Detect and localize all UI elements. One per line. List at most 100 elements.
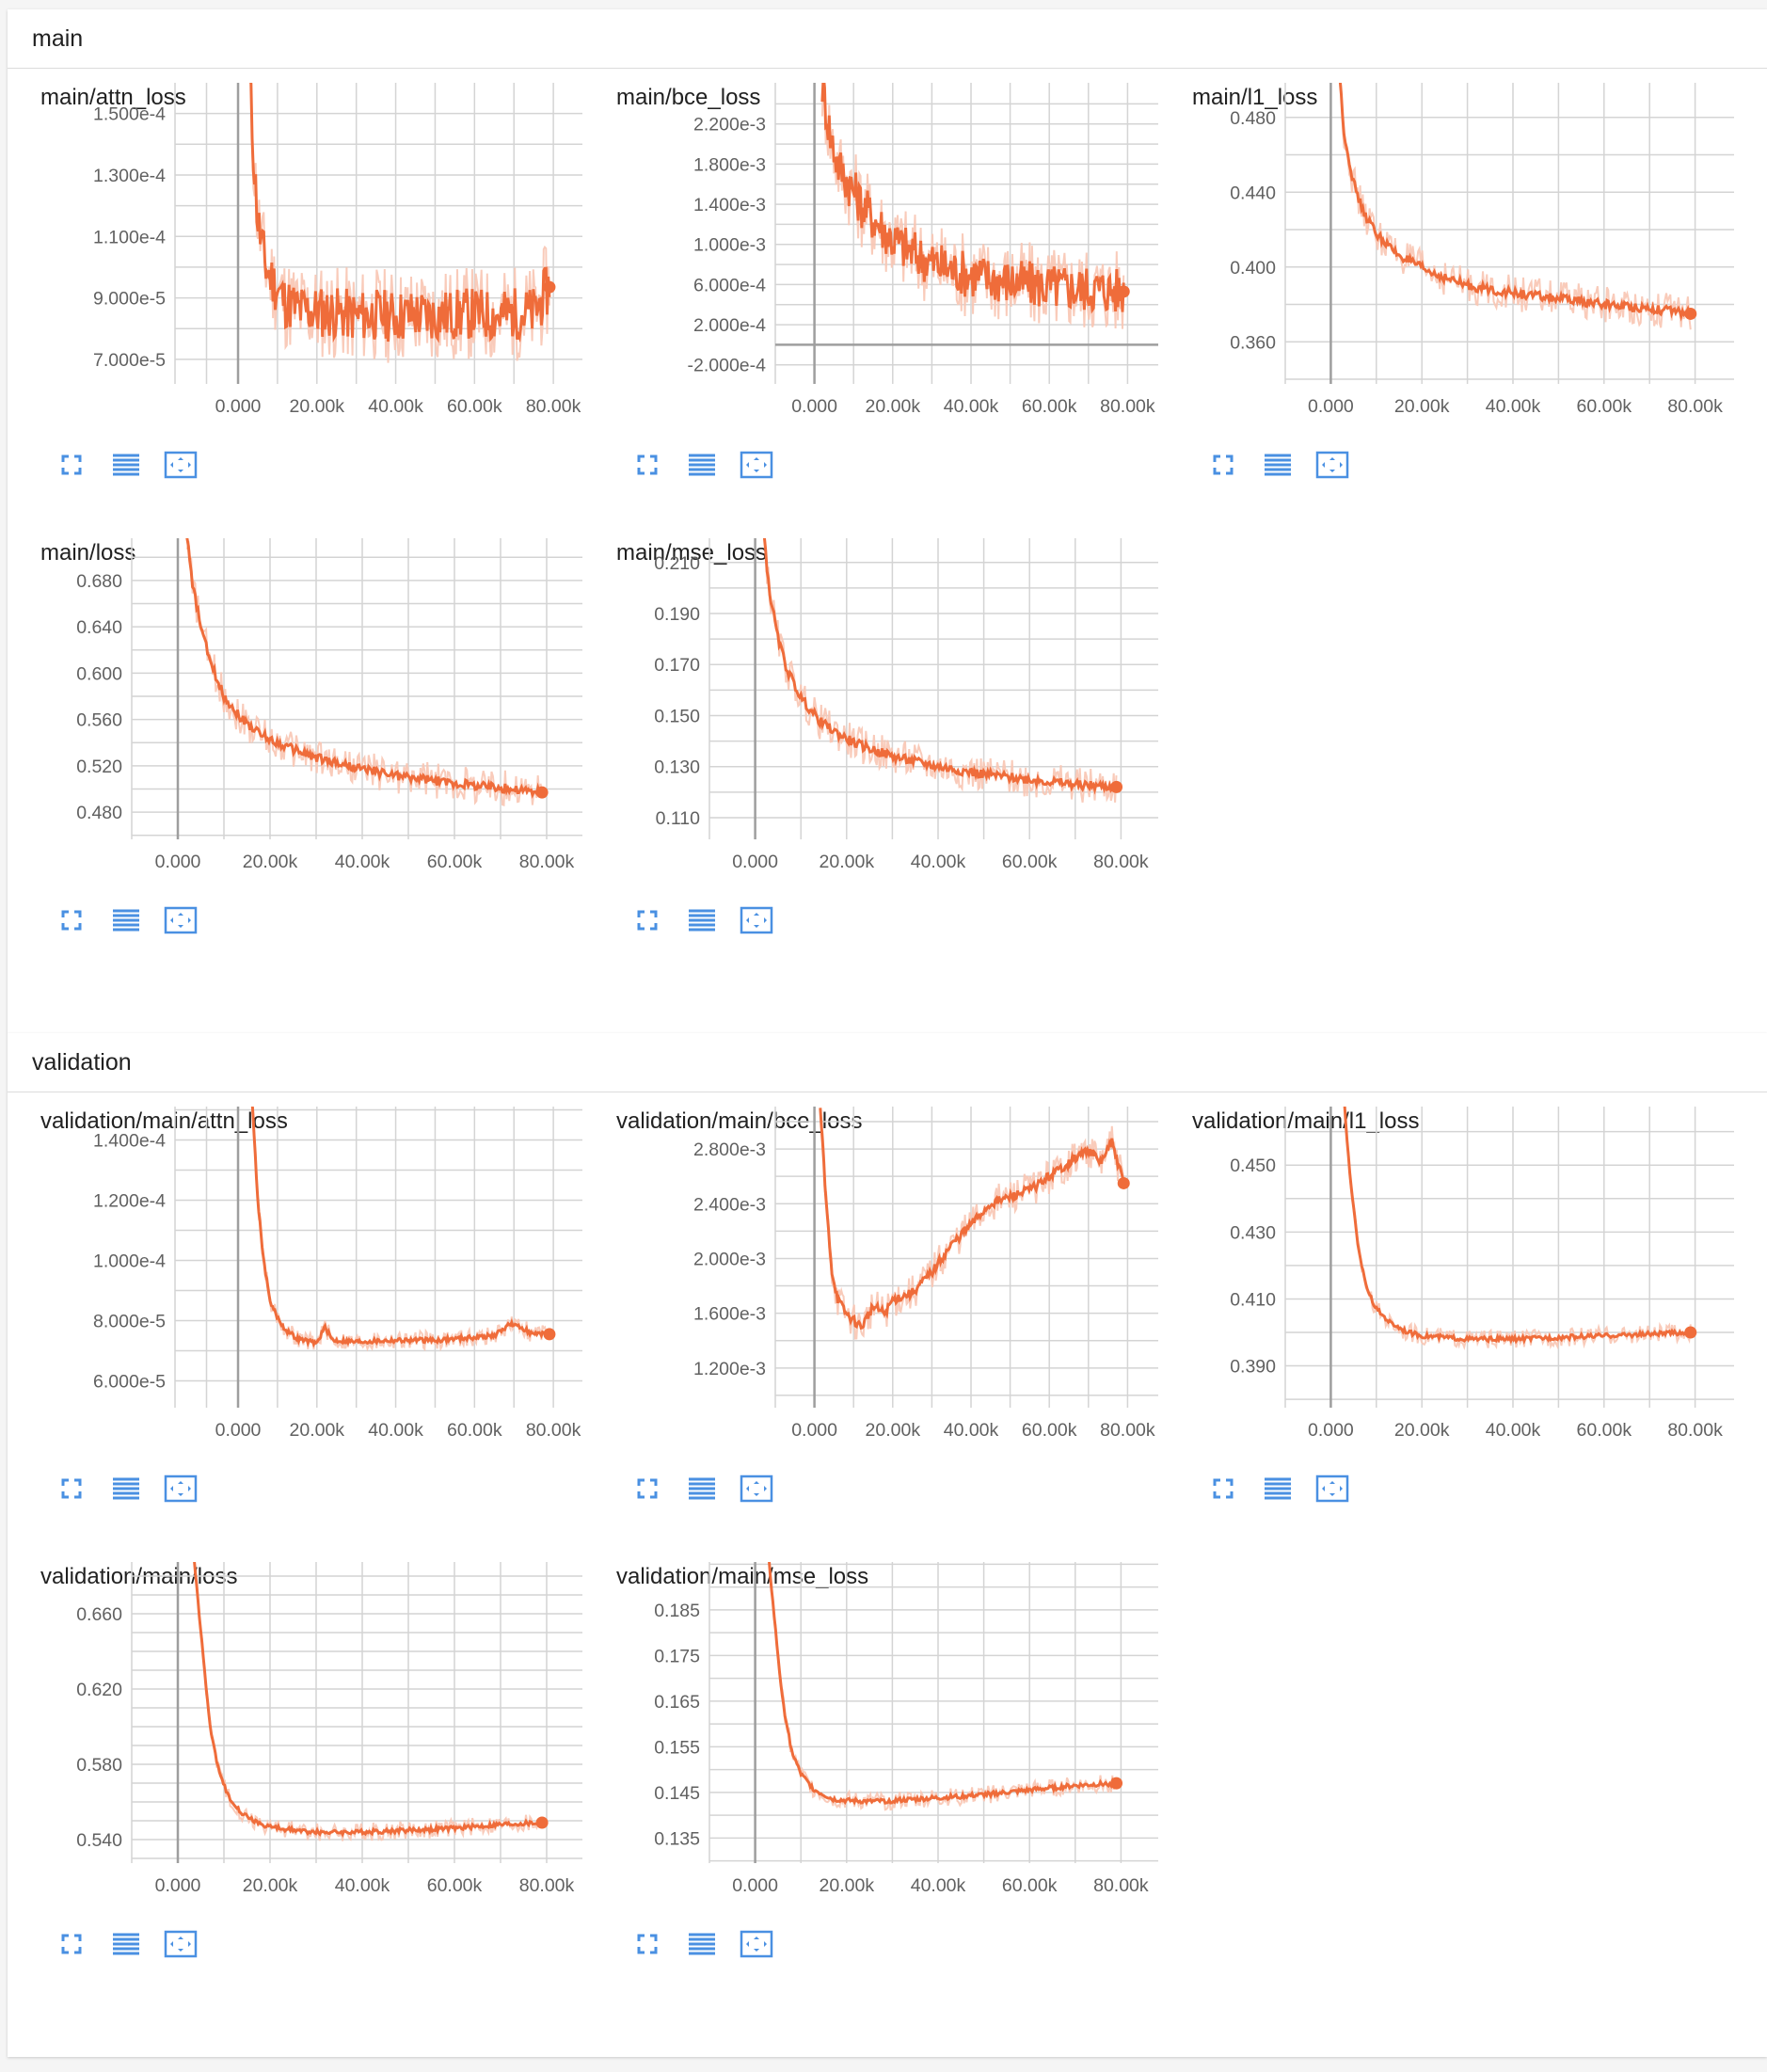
- x-tick-label: 60.00k: [427, 852, 483, 872]
- list-button[interactable]: [683, 1925, 721, 1963]
- x-tick-label: 0.000: [215, 1420, 262, 1441]
- chart-card: main/mse_loss 0.110 0.130 0.150 0.170 0.190 0.…: [583, 523, 1158, 975]
- list-button[interactable]: [107, 1470, 145, 1507]
- fullscreen-icon: [61, 454, 82, 475]
- fit-domain-icon: [1315, 451, 1349, 479]
- section-title: validation: [32, 1049, 132, 1076]
- chart-card: main/loss 0.480 0.520 0.560 0.600 0.640 0.680 0…: [8, 523, 582, 975]
- fit-domain-icon: [164, 1474, 198, 1503]
- series-smoothed-line: [768, 1562, 1117, 1806]
- list-icon: [113, 454, 139, 476]
- x-tick-label: 20.00k: [1394, 1420, 1450, 1441]
- fullscreen-button[interactable]: [1204, 1470, 1242, 1507]
- section-header-main[interactable]: main: [8, 9, 1767, 69]
- fullscreen-icon: [637, 1478, 658, 1499]
- fit-domain-button[interactable]: [738, 1470, 775, 1507]
- section-header-validation[interactable]: validation: [8, 1033, 1767, 1092]
- fit-domain-button[interactable]: [738, 1925, 775, 1963]
- y-tick-label: 2.400e-3: [693, 1194, 766, 1215]
- x-tick-label: 20.00k: [290, 1420, 345, 1441]
- fullscreen-button[interactable]: [53, 1925, 90, 1963]
- list-button[interactable]: [683, 446, 721, 484]
- x-tick-label: 0.000: [732, 1875, 778, 1896]
- x-tick-label: 40.00k: [944, 1420, 999, 1441]
- fit-domain-button[interactable]: [162, 901, 199, 939]
- y-tick-label: 0.540: [76, 1830, 122, 1851]
- y-tick-label: 0.145: [654, 1783, 700, 1804]
- y-tick-label: 1.000e-4: [93, 1251, 166, 1272]
- list-button[interactable]: [107, 901, 145, 939]
- chart-title: main/l1_loss: [1192, 85, 1318, 110]
- y-tick-label: 8.000e-5: [93, 1312, 166, 1332]
- fullscreen-icon: [637, 910, 658, 931]
- fit-domain-button[interactable]: [162, 1925, 199, 1963]
- fit-domain-button[interactable]: [738, 901, 775, 939]
- y-tick-label: 0.175: [654, 1646, 700, 1666]
- list-button[interactable]: [683, 901, 721, 939]
- fit-domain-button[interactable]: [162, 1470, 199, 1507]
- y-tick-label: 1.800e-3: [693, 154, 766, 175]
- list-button[interactable]: [107, 1925, 145, 1963]
- fit-domain-button[interactable]: [162, 446, 199, 484]
- chart-plot[interactable]: 0.540 0.580 0.620 0.660 0.000 20.00k 40.00k 60.…: [8, 1547, 582, 1923]
- y-tick-label: 2.000e-4: [693, 315, 766, 336]
- fit-domain-button[interactable]: [1313, 1470, 1351, 1507]
- chart-plot[interactable]: 7.000e-5 9.000e-5 1.100e-4 1.300e-4 1.500e-4…: [8, 68, 582, 444]
- last-point-marker: [1110, 1777, 1123, 1790]
- series-smoothed-line: [250, 1107, 550, 1348]
- y-tick-label: 0.680: [76, 571, 122, 592]
- y-tick-label: 1.600e-3: [693, 1304, 766, 1325]
- fullscreen-button[interactable]: [53, 1470, 90, 1507]
- fullscreen-button[interactable]: [53, 446, 90, 484]
- list-button[interactable]: [107, 446, 145, 484]
- chart-plot[interactable]: 6.000e-5 8.000e-5 1.000e-4 1.200e-4 1.400e-4…: [8, 1092, 582, 1468]
- fullscreen-button[interactable]: [629, 1470, 666, 1507]
- x-tick-label: 20.00k: [866, 1420, 921, 1441]
- list-button[interactable]: [683, 1470, 721, 1507]
- x-tick-label: 20.00k: [866, 396, 921, 417]
- fit-domain-button[interactable]: [1313, 446, 1351, 484]
- y-tick-label: 0.185: [654, 1601, 700, 1621]
- fullscreen-icon: [637, 454, 658, 475]
- fullscreen-icon: [61, 1478, 82, 1499]
- last-point-marker: [1117, 285, 1130, 298]
- list-icon: [689, 1477, 715, 1500]
- y-tick-label: 0.210: [654, 553, 700, 574]
- series-smoothed-line: [762, 538, 1118, 795]
- y-tick-label: 2.800e-3: [693, 1140, 766, 1160]
- fit-domain-button[interactable]: [738, 446, 775, 484]
- y-tick-label: 0.580: [76, 1755, 122, 1776]
- list-button[interactable]: [1259, 446, 1297, 484]
- grid: [708, 538, 1158, 839]
- y-tick-label: 0.390: [1230, 1357, 1276, 1378]
- chart-plot[interactable]: 0.110 0.130 0.150 0.170 0.190 0.210 0.000 20.00…: [583, 523, 1158, 900]
- fullscreen-button[interactable]: [629, 1925, 666, 1963]
- x-tick-label: 40.00k: [1486, 1420, 1541, 1441]
- grid: [708, 1562, 1158, 1863]
- fullscreen-button[interactable]: [629, 901, 666, 939]
- grid: [174, 1107, 582, 1408]
- grid: [131, 1562, 582, 1863]
- series-smoothed-line: [819, 1108, 1125, 1331]
- chart-plot[interactable]: -2.000e-4 2.000e-4 6.000e-4 1.000e-3 1.400e-…: [583, 68, 1158, 444]
- last-point-marker: [535, 1816, 549, 1829]
- list-button[interactable]: [1259, 1470, 1297, 1507]
- fullscreen-button[interactable]: [629, 446, 666, 484]
- y-tick-label: 9.000e-5: [93, 289, 166, 310]
- chart-plot[interactable]: 1.200e-3 1.600e-3 2.000e-3 2.400e-3 2.800e-3…: [583, 1092, 1158, 1468]
- x-tick-label: 40.00k: [368, 396, 423, 417]
- chart-plot[interactable]: 0.360 0.400 0.440 0.480 0.000 20.00k 40.00k 60.…: [1159, 68, 1734, 444]
- y-tick-label: 2.000e-3: [693, 1249, 766, 1269]
- chart-card: validation/main/l1_loss 0.390 0.410 0.430 0.…: [1159, 1092, 1734, 1543]
- fullscreen-button[interactable]: [53, 901, 90, 939]
- list-icon: [689, 909, 715, 932]
- chart-plot[interactable]: 0.135 0.145 0.155 0.165 0.175 0.185 0.000 20.00…: [583, 1547, 1158, 1923]
- fullscreen-button[interactable]: [1204, 446, 1242, 484]
- chart-title: main/bce_loss: [616, 85, 761, 110]
- y-tick-label: 0.520: [76, 757, 122, 777]
- x-tick-label: 80.00k: [1667, 1420, 1723, 1441]
- y-tick-label: 0.640: [76, 617, 122, 638]
- series-smoothed-line: [1343, 1107, 1693, 1346]
- chart-plot[interactable]: 0.390 0.410 0.430 0.450 0.000 20.00k 40.00k 60.…: [1159, 1092, 1734, 1468]
- chart-plot[interactable]: 0.480 0.520 0.560 0.600 0.640 0.680 0.000 20.00…: [8, 523, 582, 900]
